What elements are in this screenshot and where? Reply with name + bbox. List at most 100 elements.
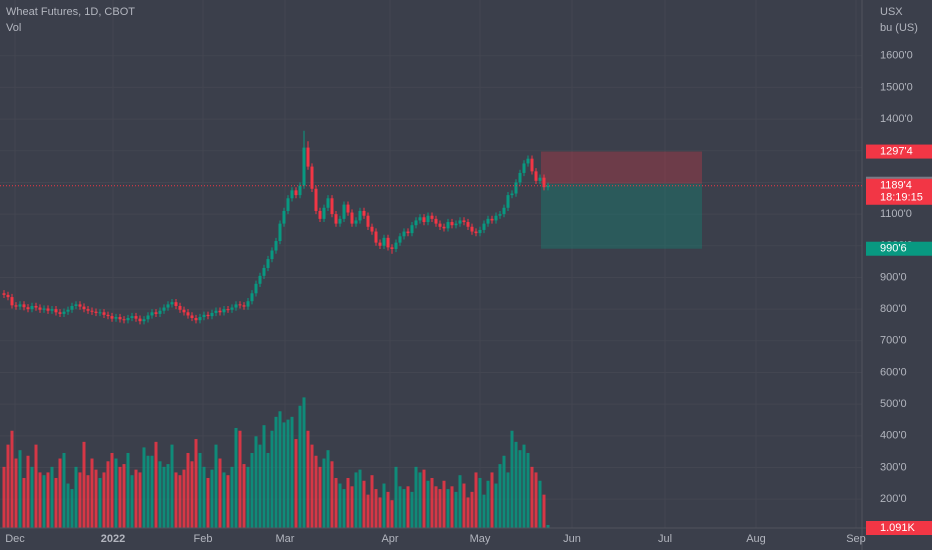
volume-bar [482, 494, 486, 528]
candle-body [154, 312, 158, 314]
candle-body [450, 222, 454, 226]
y-tick-label: 200'0 [880, 493, 907, 505]
volume-bar [358, 469, 362, 528]
candle-body [494, 215, 498, 221]
candle-body [326, 198, 330, 208]
candle-body [222, 309, 226, 313]
candle-body [518, 172, 522, 183]
y-tick-label: 700'0 [880, 335, 907, 347]
volume-bar [450, 486, 454, 528]
volume-bar [274, 416, 278, 528]
candle-body [106, 314, 110, 317]
candle-body [86, 309, 90, 311]
volume-bar [494, 483, 498, 528]
candle-body [30, 305, 34, 310]
volume-bar [182, 469, 186, 528]
candle-body [402, 231, 406, 237]
volume-bar [166, 464, 170, 528]
volume-bar [538, 480, 542, 528]
volume-bar [302, 397, 306, 528]
price-label-box [866, 241, 932, 256]
candle-body [274, 241, 278, 251]
y-tick-label: 500'0 [880, 398, 907, 410]
volume-bar [318, 466, 322, 528]
candle-body [438, 223, 442, 227]
candle-body [526, 158, 530, 164]
volume-bar [542, 494, 546, 528]
volume-bar [466, 497, 470, 528]
volume-bar [354, 472, 358, 528]
volume-bar [78, 472, 82, 528]
volume-bar [342, 489, 346, 528]
volume-bar [366, 494, 370, 528]
y-tick-label: 1400'0 [880, 113, 913, 125]
candle-body [366, 215, 370, 227]
candle-body [10, 297, 14, 306]
volume-bar [370, 475, 374, 528]
volume-bar [58, 458, 62, 528]
candle-body [38, 307, 42, 310]
candle-body [406, 231, 410, 234]
candle-body [426, 215, 430, 223]
volume-bar [522, 444, 526, 528]
candle-body [26, 307, 30, 310]
candle-body [414, 220, 418, 226]
volume-bar [438, 489, 442, 528]
volume-bar [338, 483, 342, 528]
volume-bar [478, 477, 482, 528]
countdown: 18:19:15 [880, 192, 923, 204]
volume-bar [162, 466, 166, 528]
price-label: 990'6 [880, 243, 907, 255]
x-tick-label: Jul [658, 533, 672, 545]
candle-body [338, 218, 342, 224]
y-tick-label: 300'0 [880, 461, 907, 473]
candle-body [510, 193, 514, 196]
volume-bar [234, 427, 238, 528]
x-tick-label: Mar [276, 533, 295, 545]
volume-bar [38, 472, 42, 528]
volume-bar [510, 430, 514, 528]
candle-body [242, 305, 246, 307]
candle-body [462, 220, 466, 223]
candle-body [474, 231, 478, 234]
x-tick-label: Aug [746, 533, 766, 545]
volume-bar [178, 475, 182, 528]
volume-bar [238, 430, 242, 528]
candle-body [330, 198, 334, 215]
candle-body [466, 222, 470, 227]
candle-body [262, 267, 266, 276]
candle-body [290, 190, 294, 199]
volume-bar [490, 472, 494, 528]
candle-body [82, 306, 86, 310]
volume-bar [82, 441, 86, 528]
volume-bar [54, 477, 58, 528]
volume-bar [222, 472, 226, 528]
candle-body [270, 250, 274, 260]
candle-body [298, 185, 302, 196]
volume-bar [326, 450, 330, 528]
volume-bar [426, 480, 430, 528]
candle-body [42, 308, 46, 310]
volume-bar [486, 480, 490, 528]
candle-body [374, 231, 378, 243]
volume-bar [46, 472, 50, 528]
volume-bar [94, 469, 98, 528]
volume-bar [186, 452, 190, 528]
volume-bar [154, 441, 158, 528]
y-tick-label: 400'0 [880, 430, 907, 442]
volume-bar [502, 455, 506, 528]
volume-bar [470, 491, 474, 528]
candle-body [142, 319, 146, 322]
candle-body [90, 310, 94, 312]
candle-body [202, 314, 206, 318]
candle-body [478, 229, 482, 234]
candle-body [234, 304, 238, 308]
y-tick-label: 1100'0 [880, 208, 912, 220]
x-tick-label: Apr [381, 533, 398, 545]
volume-bar [110, 452, 114, 528]
candle-body [306, 147, 310, 167]
candle-body [294, 190, 298, 196]
volume-bar [322, 458, 326, 528]
volume-bar [526, 452, 530, 528]
volume-bar [22, 477, 26, 528]
